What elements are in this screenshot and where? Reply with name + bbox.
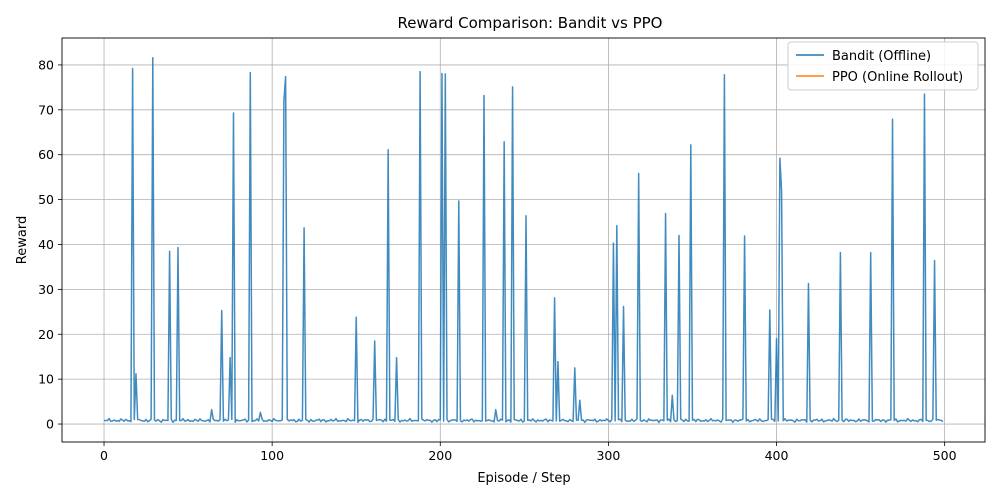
chart-title: Reward Comparison: Bandit vs PPO (398, 14, 663, 32)
y-tick-label: 70 (38, 102, 54, 117)
legend: Bandit (Offline) PPO (Online Rollout) (788, 42, 978, 90)
legend-label-bandit: Bandit (Offline) (832, 49, 931, 64)
x-tick-label: 200 (428, 448, 452, 463)
y-tick-label: 0 (46, 417, 54, 432)
series-layer (104, 58, 943, 423)
y-tick-label: 50 (38, 192, 54, 207)
legend-label-ppo: PPO (Online Rollout) (832, 70, 963, 85)
x-tick-label: 0 (100, 448, 108, 463)
x-tick-label: 300 (596, 448, 620, 463)
y-tick-label: 40 (38, 237, 54, 252)
x-tick-label: 500 (933, 448, 957, 463)
x-axis-title: Episode / Step (477, 471, 570, 486)
y-tick-label: 20 (38, 327, 54, 342)
y-tick-label: 80 (38, 57, 54, 72)
y-tick-label: 60 (38, 147, 54, 162)
grid-lines (62, 38, 985, 442)
y-tick-label: 30 (38, 282, 54, 297)
x-tick-label: 400 (765, 448, 789, 463)
y-tick-label: 10 (38, 372, 54, 387)
x-tick-label: 100 (260, 448, 284, 463)
y-axis-title: Reward (15, 216, 30, 264)
plot-frame (62, 38, 985, 442)
series-line-bandit (104, 58, 943, 423)
